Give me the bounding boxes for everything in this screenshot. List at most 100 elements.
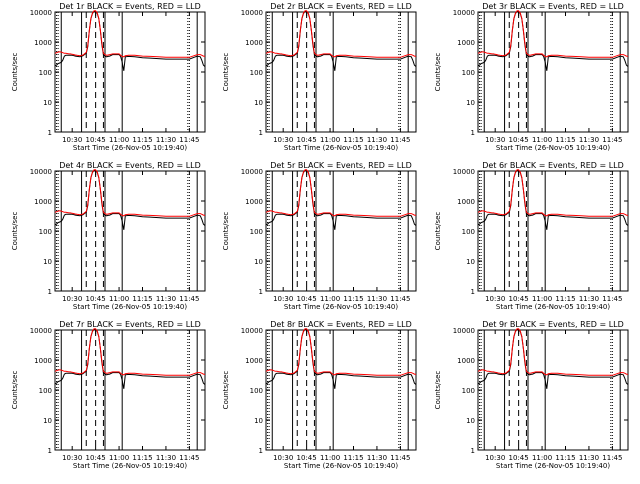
events-series-line xyxy=(265,10,417,71)
y-axis-label: Counts/sec xyxy=(222,212,230,251)
y-tick-label: 10000 xyxy=(453,327,475,335)
events-series-line xyxy=(265,328,417,389)
lld-series-line xyxy=(477,169,629,217)
y-axis-label: Counts/sec xyxy=(434,371,442,410)
x-tick-label: 11:45 xyxy=(602,295,622,303)
x-tick-label: 11:30 xyxy=(156,295,176,303)
y-tick-label: 10 xyxy=(254,417,263,425)
plot-frame xyxy=(265,11,417,133)
panel-det-2r: Det 2r BLACK = Events, RED = LLD 1 10 100 10… xyxy=(222,2,417,152)
x-tick-label: 10:30 xyxy=(485,136,505,144)
events-series-line xyxy=(477,169,629,230)
x-tick-label: 11:45 xyxy=(390,295,410,303)
y-tick-label: 1 xyxy=(48,288,52,296)
events-series-line xyxy=(477,10,629,71)
plot-frame xyxy=(54,329,206,451)
x-tick-label: 10:30 xyxy=(62,454,82,462)
y-tick-label: 1000 xyxy=(245,39,263,47)
y-tick-label: 100 xyxy=(39,228,52,236)
x-tick-label: 11:45 xyxy=(179,454,199,462)
x-tick-label: 10:45 xyxy=(509,454,529,462)
lld-series-line xyxy=(477,10,629,58)
y-tick-label: 10000 xyxy=(241,9,263,17)
x-tick-label: 11:15 xyxy=(343,136,363,144)
y-tick-label: 1 xyxy=(48,129,52,137)
y-axis-label: Counts/sec xyxy=(434,53,442,92)
y-tick-label: 1000 xyxy=(245,198,263,206)
y-tick-label: 1000 xyxy=(457,39,475,47)
y-tick-label: 10000 xyxy=(30,168,52,176)
panel-title: Det 7r BLACK = Events, RED = LLD xyxy=(59,320,201,329)
x-tick-label: 11:30 xyxy=(579,136,599,144)
x-tick-label: 10:30 xyxy=(485,295,505,303)
x-tick-label: 11:15 xyxy=(343,295,363,303)
panel-title: Det 6r BLACK = Events, RED = LLD xyxy=(482,161,624,170)
plot-frame xyxy=(265,329,417,451)
y-tick-label: 1000 xyxy=(245,357,263,365)
x-tick-label: 10:45 xyxy=(86,136,106,144)
x-tick-label: 11:00 xyxy=(320,295,340,303)
x-tick-label: 10:30 xyxy=(485,454,505,462)
y-tick-label: 10000 xyxy=(30,9,52,17)
panel-det-6r: Det 6r BLACK = Events, RED = LLD 1 10 100 10… xyxy=(434,161,629,311)
y-tick-label: 100 xyxy=(250,228,263,236)
events-series-line xyxy=(54,10,206,71)
events-series-line xyxy=(265,169,417,230)
lld-series-line xyxy=(54,10,206,58)
x-axis-label: Start Time (26-Nov-05 10:19:40) xyxy=(284,144,398,152)
x-tick-label: 11:30 xyxy=(367,136,387,144)
x-tick-label: 11:15 xyxy=(132,454,152,462)
y-tick-label: 1000 xyxy=(34,39,52,47)
lld-series-line xyxy=(265,328,417,376)
y-tick-label: 100 xyxy=(250,69,263,77)
plot-frame xyxy=(477,329,629,451)
x-tick-label: 10:30 xyxy=(62,136,82,144)
panel-det-7r: Det 7r BLACK = Events, RED = LLD 1 10 100 10… xyxy=(11,320,206,470)
x-tick-label: 11:15 xyxy=(343,454,363,462)
x-axis-label: Start Time (26-Nov-05 10:19:40) xyxy=(496,303,610,311)
events-series-line xyxy=(54,328,206,389)
x-tick-label: 10:30 xyxy=(273,295,293,303)
x-tick-label: 11:15 xyxy=(555,454,575,462)
panel-det-8r: Det 8r BLACK = Events, RED = LLD 1 10 100 10… xyxy=(222,320,417,470)
y-axis-label: Counts/sec xyxy=(11,212,19,251)
x-tick-label: 11:00 xyxy=(532,136,552,144)
x-tick-label: 11:15 xyxy=(132,136,152,144)
y-axis-label: Counts/sec xyxy=(222,371,230,410)
x-tick-label: 11:00 xyxy=(532,295,552,303)
x-tick-label: 11:15 xyxy=(555,136,575,144)
x-axis-label: Start Time (26-Nov-05 10:19:40) xyxy=(284,462,398,470)
panel-title: Det 8r BLACK = Events, RED = LLD xyxy=(270,320,412,329)
y-tick-label: 100 xyxy=(250,387,263,395)
lld-series-line xyxy=(477,328,629,376)
x-tick-label: 11:45 xyxy=(179,136,199,144)
x-tick-label: 11:00 xyxy=(109,295,129,303)
x-tick-label: 11:45 xyxy=(179,295,199,303)
panel-title: Det 9r BLACK = Events, RED = LLD xyxy=(482,320,624,329)
y-tick-label: 1 xyxy=(471,447,475,455)
x-axis-label: Start Time (26-Nov-05 10:19:40) xyxy=(496,462,610,470)
y-tick-label: 100 xyxy=(462,228,475,236)
panel-title: Det 2r BLACK = Events, RED = LLD xyxy=(270,2,412,11)
x-tick-label: 10:45 xyxy=(86,454,106,462)
x-tick-label: 11:30 xyxy=(367,454,387,462)
y-axis-label: Counts/sec xyxy=(11,53,19,92)
y-tick-label: 10000 xyxy=(30,327,52,335)
x-tick-label: 11:00 xyxy=(532,454,552,462)
y-tick-label: 10000 xyxy=(241,168,263,176)
x-axis-label: Start Time (26-Nov-05 10:19:40) xyxy=(284,303,398,311)
y-tick-label: 1 xyxy=(259,447,263,455)
plot-frame xyxy=(54,170,206,292)
y-tick-label: 1000 xyxy=(34,198,52,206)
y-tick-label: 100 xyxy=(462,387,475,395)
y-axis-label: Counts/sec xyxy=(222,53,230,92)
x-axis-label: Start Time (26-Nov-05 10:19:40) xyxy=(73,303,187,311)
y-tick-label: 1000 xyxy=(457,198,475,206)
x-tick-label: 11:45 xyxy=(390,136,410,144)
x-axis-label: Start Time (26-Nov-05 10:19:40) xyxy=(73,144,187,152)
y-tick-label: 1000 xyxy=(457,357,475,365)
y-tick-label: 1 xyxy=(471,288,475,296)
x-tick-label: 11:30 xyxy=(367,295,387,303)
